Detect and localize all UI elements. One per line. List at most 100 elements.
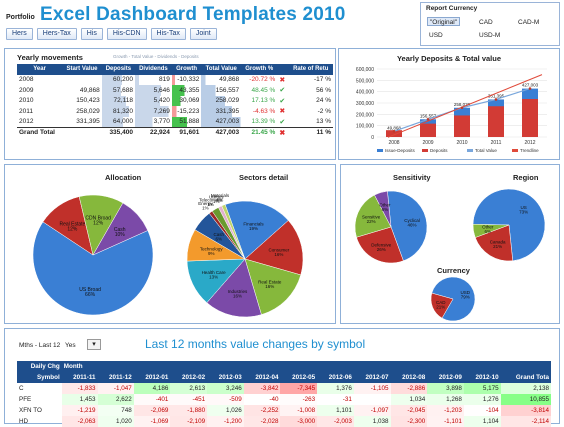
- tab-his-tax[interactable]: His-Tax: [150, 28, 186, 40]
- monthly-col-header[interactable]: 2012-07: [353, 372, 391, 383]
- tab-hers-tax[interactable]: Hers-Tax: [36, 28, 77, 40]
- slice-label: Real Estate: [258, 279, 282, 284]
- tab-his[interactable]: His: [80, 28, 103, 40]
- yearly-col-header[interactable]: Year: [17, 64, 63, 75]
- slice-label: Real Estate: [59, 221, 85, 227]
- tab-hers[interactable]: Hers: [6, 28, 33, 40]
- value-cell: -31: [317, 394, 354, 405]
- tab-his-cdn[interactable]: His-CDN: [106, 28, 147, 40]
- value-cell: -2,069: [133, 405, 171, 416]
- pie-slice: [206, 258, 262, 318]
- x-tick-label: 2008: [388, 140, 399, 146]
- status-icon: ✔: [279, 118, 286, 126]
- symbol-cell: PFE: [19, 396, 32, 403]
- value-cell: -2,886: [390, 383, 428, 394]
- currency-option-usd[interactable]: USD: [429, 32, 443, 39]
- value-cell: 3,898: [427, 383, 464, 394]
- sensitivity-region-panel: Sensitivity Region Currency Cyclical 46% D…: [340, 164, 560, 324]
- status-icon: ✖: [277, 126, 289, 138]
- slice-pct-label: 19%: [249, 226, 258, 231]
- yearly-cell: -15,223: [171, 106, 202, 117]
- yearly-cell: 427,003: [201, 126, 242, 138]
- deposits-bar: [522, 98, 538, 137]
- monthly-col-header[interactable]: 2012-02: [170, 372, 208, 383]
- value-cell: 2,138: [500, 383, 551, 394]
- yearly-cell: 427,003: [201, 116, 242, 127]
- value-cell: 4,186: [133, 383, 171, 394]
- deposits-bar: [420, 123, 436, 137]
- pie-slice: [224, 200, 289, 260]
- yearly-cell: 258,029: [76, 107, 100, 115]
- slice-label: Cash: [214, 232, 225, 237]
- pie-slice: [430, 292, 454, 319]
- monthly-col-header[interactable]: 2012-06: [317, 372, 354, 383]
- legend-swatch: [512, 149, 518, 152]
- status-icon: ✖: [279, 108, 286, 116]
- yearly-cell: 81,320: [101, 106, 135, 117]
- monthly-col-header[interactable]: 2012-01: [133, 372, 171, 383]
- yearly-col-header[interactable]: Deposits: [101, 64, 135, 75]
- yearly-col-header[interactable]: Dividends: [134, 64, 172, 75]
- trend-point: [460, 106, 464, 110]
- slice-pct-label: 21%: [493, 244, 502, 249]
- monthly-col-header[interactable]: 2011-12: [97, 372, 134, 383]
- trendline: [387, 74, 543, 138]
- monthly-col-header[interactable]: 2012-04: [243, 372, 281, 383]
- currency-option-original[interactable]: "Original": [427, 17, 461, 26]
- yearly-cell: 72,118: [101, 95, 135, 106]
- yearly-cell: 57,688: [101, 85, 135, 96]
- yearly-col-header[interactable]: Total Value: [201, 64, 242, 75]
- currency-option-usd-m[interactable]: USD-M: [479, 32, 501, 39]
- x-tick-label: 2009: [422, 140, 433, 146]
- yearly-col-header[interactable]: Start Value: [62, 64, 102, 75]
- monthly-col-header[interactable]: 2012-08: [390, 372, 428, 383]
- value-cell: -2,063: [61, 416, 98, 427]
- yearly-cell: 2010: [19, 97, 34, 105]
- monthly-col-header[interactable]: 2012-05: [280, 372, 318, 383]
- value-cell: 10,855: [500, 394, 551, 405]
- yearly-col-header[interactable]: Growth %: [241, 64, 278, 75]
- slice-label: Canada: [490, 239, 506, 244]
- symbol-cell: HD: [19, 418, 29, 425]
- monthly-col-header[interactable]: Symbol: [17, 372, 62, 383]
- yearly-cell: 5,420: [134, 95, 172, 106]
- yearly-cell: 60,200: [101, 74, 135, 85]
- y-tick-label: 600,000: [356, 67, 374, 73]
- monthly-col-header[interactable]: 2012-09: [427, 372, 464, 383]
- slice-pct-label: 66%: [85, 292, 96, 298]
- month-header: Month: [61, 361, 551, 372]
- table-row: Grand Total 335,400 22,924 91,601 427,003 21.…: [17, 126, 333, 138]
- yearly-cell: 150,423: [76, 97, 100, 105]
- months-filter-dropdown[interactable]: ▾: [87, 339, 101, 350]
- slice-label: CAD: [436, 300, 446, 305]
- yearly-cell: 43,355: [171, 85, 202, 96]
- monthly-col-header[interactable]: 2012-10: [463, 372, 501, 383]
- tab-joint[interactable]: Joint: [189, 28, 217, 40]
- status-icon: ✖: [279, 76, 286, 84]
- currency-option-cad-m[interactable]: CAD-M: [518, 19, 540, 26]
- data-label: 49,868: [387, 125, 401, 130]
- monthly-col-header[interactable]: 2011-11: [61, 372, 98, 383]
- monthly-col-header[interactable]: 2012-03: [207, 372, 244, 383]
- value-cell: -1,105: [353, 383, 391, 394]
- slice-pct-label: 79%: [461, 294, 470, 299]
- slice-pct-label: 73%: [519, 210, 528, 215]
- yearly-col-header[interactable]: Growth: [171, 64, 202, 75]
- y-tick-label: 200,000: [356, 112, 374, 118]
- yearly-cell: -20.72 %: [249, 76, 276, 84]
- data-label: 258,029: [454, 102, 471, 107]
- yearly-cell: 51,888: [171, 116, 202, 127]
- yearly-cell: 335,400: [101, 126, 135, 138]
- currency-option-cad[interactable]: CAD: [479, 19, 493, 26]
- report-currency-label: Report Currency: [426, 5, 478, 12]
- slice-label: Cyclical: [404, 218, 420, 223]
- value-cell: -1,069: [133, 416, 171, 427]
- yearly-col-header[interactable]: Rate of Retu: [288, 64, 333, 75]
- value-cell: 1,020: [97, 416, 134, 427]
- monthly-col-header[interactable]: Grand Tota: [500, 372, 551, 383]
- yearly-cell: 30,069: [171, 95, 202, 106]
- table-row: 2009 49,868 57,688 5,646 43,355 156,557 48.45 …: [17, 85, 333, 96]
- pie-slice: [244, 220, 304, 276]
- pie-slice: [431, 276, 476, 322]
- yearly-col-header[interactable]: [277, 64, 289, 75]
